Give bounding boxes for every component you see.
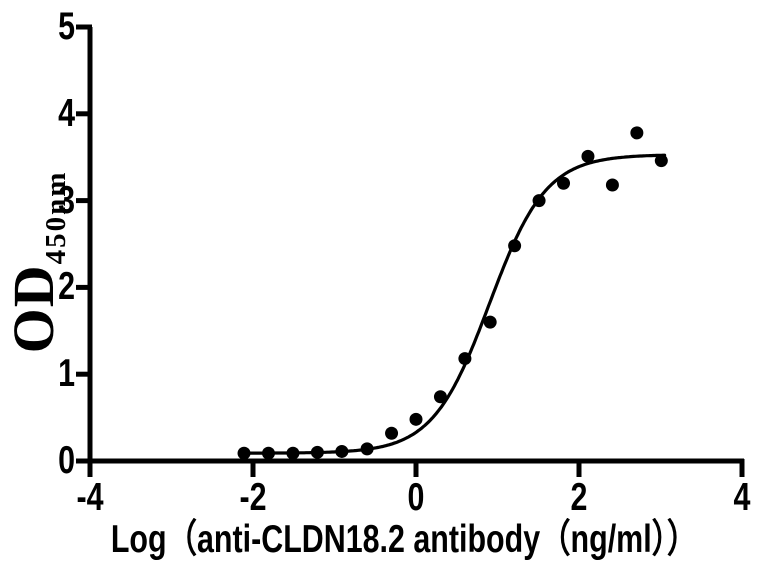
data-point	[483, 315, 497, 329]
data-point	[237, 446, 251, 460]
data-point	[360, 442, 374, 456]
data-point	[581, 149, 595, 163]
y-tick-label: 1	[58, 352, 75, 396]
x-tick-label: -4	[76, 476, 104, 519]
data-point	[409, 412, 423, 426]
data-point	[605, 178, 619, 192]
axis-spines	[87, 27, 744, 464]
x-axis-title: Log（anti-CLDN18.2 antibody（ng/ml））	[110, 518, 698, 561]
data-point	[261, 446, 275, 460]
data-point	[458, 352, 472, 366]
data-point	[630, 126, 644, 140]
data-point	[335, 444, 349, 458]
data-point	[654, 154, 668, 168]
data-point	[286, 446, 300, 460]
x-tick-label: 0	[407, 476, 425, 519]
y-tick-label: 3	[58, 178, 75, 222]
data-point	[532, 194, 546, 208]
x-tick-label: -2	[239, 476, 267, 519]
data-point	[385, 426, 399, 440]
data-point	[508, 239, 522, 253]
x-tick-label: 4	[733, 476, 751, 519]
y-tick-label: 2	[58, 265, 75, 309]
x-tick-label: 2	[570, 476, 588, 519]
data-point	[433, 390, 447, 404]
data-point	[557, 176, 571, 190]
data-point	[310, 445, 324, 459]
y-tick-label: 5	[58, 5, 75, 48]
fit-curve-line	[242, 153, 667, 455]
y-tick-label: 0	[58, 439, 75, 482]
y-tick-label: 4	[58, 91, 75, 135]
